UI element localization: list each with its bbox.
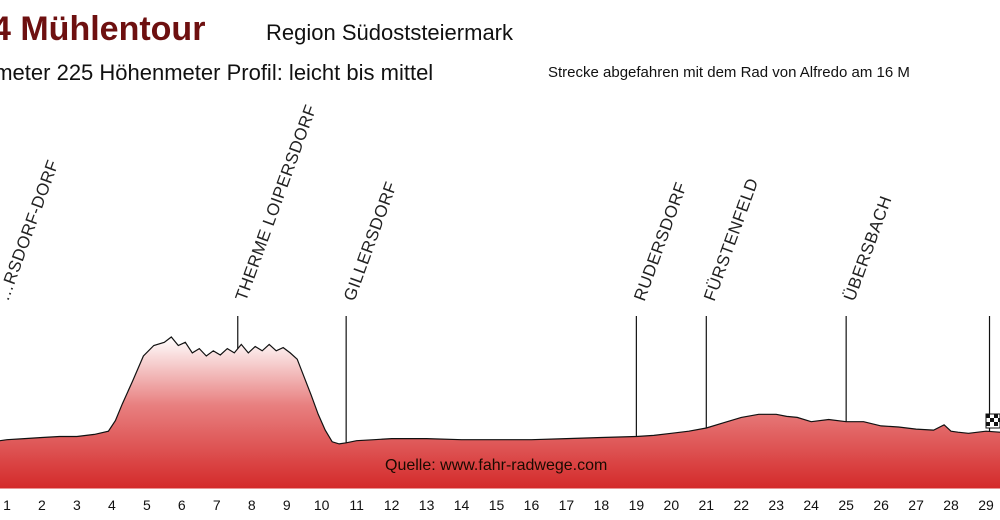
elevation-line [0,336,1000,445]
waypoint-label-2: GILLERSDORF [340,179,401,303]
x-tick-label: 11 [349,497,364,513]
x-tick-label: 2 [38,497,46,513]
waypoint-label-1: THERME LOIPERSDORF [232,102,321,303]
waypoint-label-3: RUDERSDORF [630,179,691,303]
x-tick-label: 25 [838,497,854,513]
x-tick-label: 19 [629,497,645,513]
x-tick-label: 15 [489,497,505,513]
x-tick-label: 1 [3,497,11,513]
finish-flag-pattern [986,414,1000,426]
x-tick-label: 14 [454,497,470,513]
x-tick-label: 4 [108,497,116,513]
x-tick-label: 27 [908,497,924,513]
x-tick-label: 10 [314,497,330,513]
x-tick-label: 20 [664,497,680,513]
elevation-area [0,337,1000,488]
x-tick-label: 13 [419,497,435,513]
route-note: Strecke abgefahren mit dem Rad von Alfre… [548,64,910,81]
region-label: Region Südoststeiermark [266,20,514,45]
x-tick-label: 12 [384,497,400,513]
waypoint-label-5: ÜBERSBACH [840,193,896,303]
x-tick-label: 3 [73,497,81,513]
x-tick-label: 18 [594,497,610,513]
x-tick-label: 22 [733,497,749,513]
x-tick-label: 6 [178,497,186,513]
x-tick-label: 29 [978,497,994,513]
source-label: Quelle: www.fahr-radwege.com [385,457,607,474]
x-tick-label: 26 [873,497,889,513]
waypoint-label-4: FÜRSTENFELD [700,175,762,303]
x-tick-label: 17 [559,497,575,513]
x-tick-label: 16 [524,497,540,513]
x-tick-label: 5 [143,497,151,513]
x-tick-label: 23 [768,497,784,513]
x-tick-label: 24 [803,497,819,513]
route-stats: ometer 225 Höhenmeter Profil: leicht bis… [0,60,434,85]
chart-title: 4 Mühlentour [0,10,206,48]
waypoint-label-0: …RSDORF-DORF [0,157,63,303]
x-tick-label: 28 [943,497,959,513]
x-tick-label: 21 [699,497,715,513]
x-tick-label: 9 [283,497,291,513]
x-tick-label: 7 [213,497,221,513]
x-tick-label: 8 [248,497,256,513]
